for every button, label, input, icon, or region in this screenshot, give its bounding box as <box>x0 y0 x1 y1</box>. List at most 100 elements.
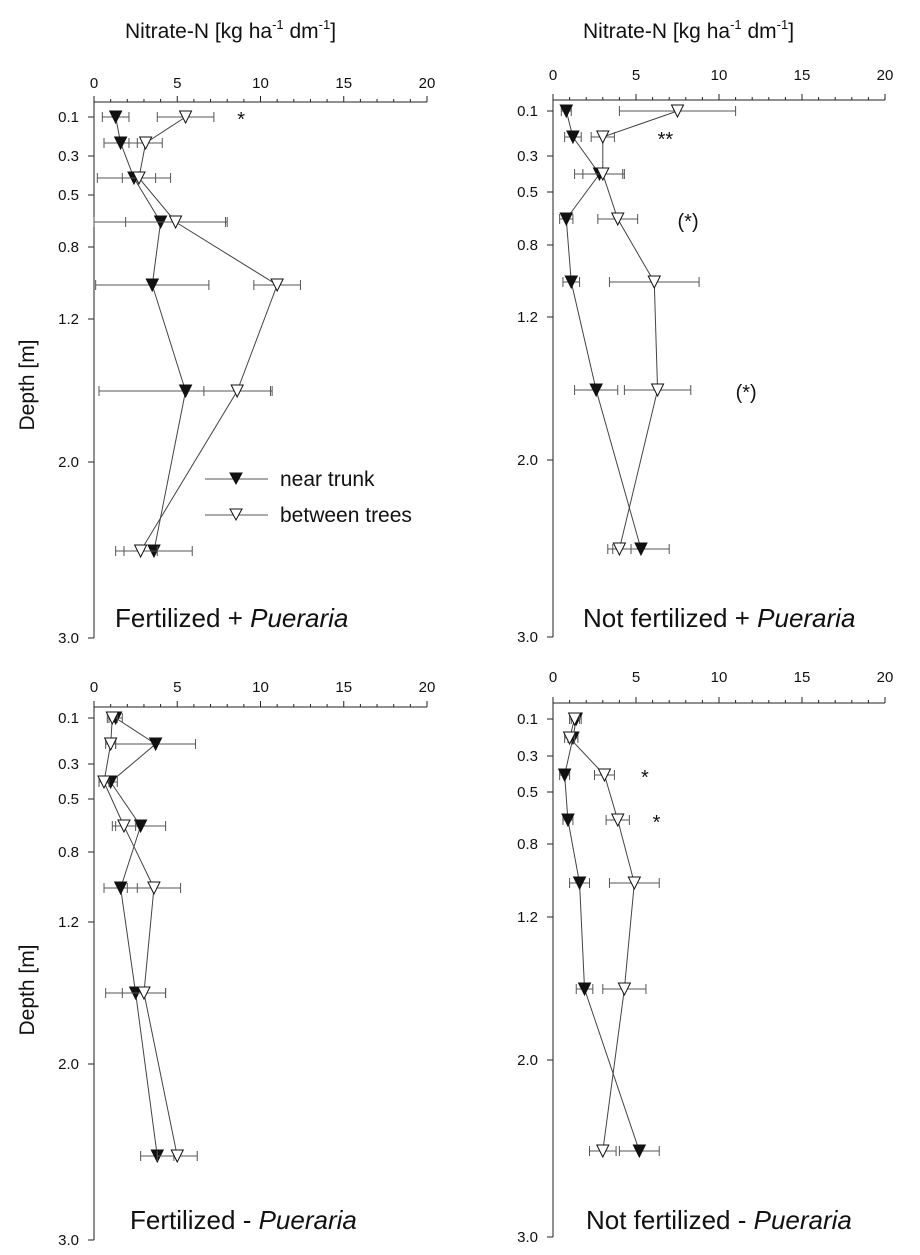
y-tick-label: 1.2 <box>517 309 538 326</box>
y-tick-label: 1.2 <box>58 311 79 328</box>
legend-between-trees-label: between trees <box>280 504 412 527</box>
x-tick-label: 20 <box>419 75 436 92</box>
between-trees-point <box>595 167 610 182</box>
y-tick-label: 0.8 <box>58 844 79 861</box>
between-trees-point <box>647 275 662 290</box>
y-tick-label: 1.2 <box>58 914 79 931</box>
between-trees-point <box>103 737 118 752</box>
between-trees-point <box>132 171 146 186</box>
near-trunk-point <box>564 275 579 290</box>
y-tick-label: 0.3 <box>517 148 538 165</box>
significance-marker: (*) <box>678 211 699 233</box>
near-trunk-point <box>113 136 128 151</box>
between-trees-point <box>650 383 665 398</box>
near-trunk-point <box>113 881 128 896</box>
between-trees-point <box>168 215 183 230</box>
y-tick-label: 2.0 <box>517 1052 538 1069</box>
panel-not-fertilized-pueraria: 0 5 10 15 20 0.1 0.3 0.5 0.8 1.2 2.0 3.0 ** (*) (*) Not… <box>517 67 893 646</box>
panel-not-fertilized-no-pueraria: 0 5 10 15 20 0.1 0.3 0.5 0.8 1.2 2.0 3.0 * * Not ferti… <box>517 669 893 1246</box>
between-trees-point <box>567 712 582 727</box>
x-tick-label: 20 <box>877 669 894 686</box>
near-trunk-point <box>589 383 603 398</box>
between-trees-point <box>612 542 627 557</box>
near-trunk-point <box>632 1144 647 1159</box>
near-trunk-point <box>557 768 572 783</box>
series-line-near-trunk <box>115 116 187 552</box>
y-tick-label: 0.5 <box>58 187 79 204</box>
y-tick-label: 0.1 <box>517 711 538 728</box>
y-tick-label: 2.0 <box>58 1056 79 1073</box>
x-tick-label: 15 <box>335 75 352 92</box>
series-line-between-trees <box>602 110 678 550</box>
y-tick-label: 0.1 <box>58 710 79 727</box>
between-trees-point <box>97 775 111 790</box>
x-tick-label: 0 <box>90 75 98 92</box>
near-trunk-point <box>178 384 193 399</box>
between-trees-point <box>595 130 610 145</box>
between-trees-point <box>670 104 685 119</box>
x-tick-label: 15 <box>794 67 811 84</box>
series-line-between-trees <box>138 116 278 552</box>
x-tick-label: 5 <box>632 669 640 686</box>
series-line-between-trees <box>569 718 635 1152</box>
between-trees-point <box>137 986 151 1001</box>
near-trunk-point <box>133 819 148 834</box>
between-trees-point <box>178 110 193 125</box>
between-trees-point <box>170 1149 185 1164</box>
y-axis-title-bottom: Depth [m] <box>16 944 39 1035</box>
legend-between-trees-marker <box>229 508 243 522</box>
series-line-between-trees <box>103 717 178 1157</box>
near-trunk-point <box>572 876 587 891</box>
x-tick-label: 5 <box>173 75 181 92</box>
between-trees-point <box>617 982 632 997</box>
panel-fertilized-no-pueraria: 0 5 10 15 20 0.1 0.3 0.5 0.8 1.2 2.0 3.0 Fertilized … <box>58 679 435 1249</box>
panel-title: Not fertilized - Pueraria <box>586 1205 852 1235</box>
between-trees-point <box>595 1144 610 1159</box>
between-trees-point <box>230 384 244 399</box>
y-tick-label: 0.5 <box>517 184 538 201</box>
panel-title: Not fertilized + Pueraria <box>583 603 855 633</box>
y-tick-label: 2.0 <box>58 454 79 471</box>
near-trunk-point <box>561 813 575 828</box>
y-tick-label: 0.3 <box>517 748 538 765</box>
x-tick-label: 0 <box>549 67 557 84</box>
between-trees-point <box>610 813 625 828</box>
x-tick-label: 15 <box>335 679 352 696</box>
svg-text:Nitrate-N [kg ha-1 dm-1]: Nitrate-N [kg ha-1 dm-1] <box>583 17 794 43</box>
between-trees-point <box>133 544 148 559</box>
between-trees-point <box>147 881 161 896</box>
x-tick-label: 5 <box>173 679 181 696</box>
y-tick-label: 3.0 <box>517 1229 538 1246</box>
panel-fertilized-pueraria: 0 5 10 15 20 0.1 0.3 0.5 0.8 1.2 2.0 3.0 * Fertilized… <box>58 75 435 647</box>
y-tick-label: 3.0 <box>58 630 79 647</box>
x-tick-label: 15 <box>794 669 811 686</box>
series-line-near-trunk <box>564 718 640 1152</box>
near-trunk-point <box>559 212 574 227</box>
y-tick-label: 0.5 <box>58 791 79 808</box>
x-tick-label: 10 <box>252 75 269 92</box>
y-tick-label: 0.1 <box>58 109 79 126</box>
x-tick-label: 10 <box>711 669 728 686</box>
y-tick-label: 0.3 <box>58 756 79 773</box>
between-trees-point <box>597 768 612 783</box>
between-trees-point <box>138 136 153 151</box>
y-tick-label: 0.8 <box>517 836 538 853</box>
near-trunk-point <box>145 278 160 293</box>
between-trees-point <box>105 711 120 726</box>
significance-marker: (*) <box>736 382 757 404</box>
svg-text:Nitrate-N [kg ha-1 dm-1]: Nitrate-N [kg ha-1 dm-1] <box>125 17 336 43</box>
near-trunk-point <box>634 542 648 557</box>
near-trunk-point <box>566 130 580 145</box>
top-left-axis-title: Nitrate-N [kg ha-1 dm-1] <box>125 17 336 43</box>
legend-near-trunk-label: near trunk <box>280 468 375 491</box>
panel-title: Fertilized + Pueraria <box>115 603 348 633</box>
significance-marker: * <box>641 767 649 789</box>
y-tick-label: 3.0 <box>58 1232 79 1249</box>
between-trees-point <box>117 819 131 834</box>
legend: near trunk between trees <box>205 468 412 527</box>
y-tick-label: 0.8 <box>517 237 538 254</box>
x-tick-label: 0 <box>549 669 557 686</box>
between-trees-point <box>627 876 642 891</box>
y-tick-label: 3.0 <box>517 629 538 646</box>
